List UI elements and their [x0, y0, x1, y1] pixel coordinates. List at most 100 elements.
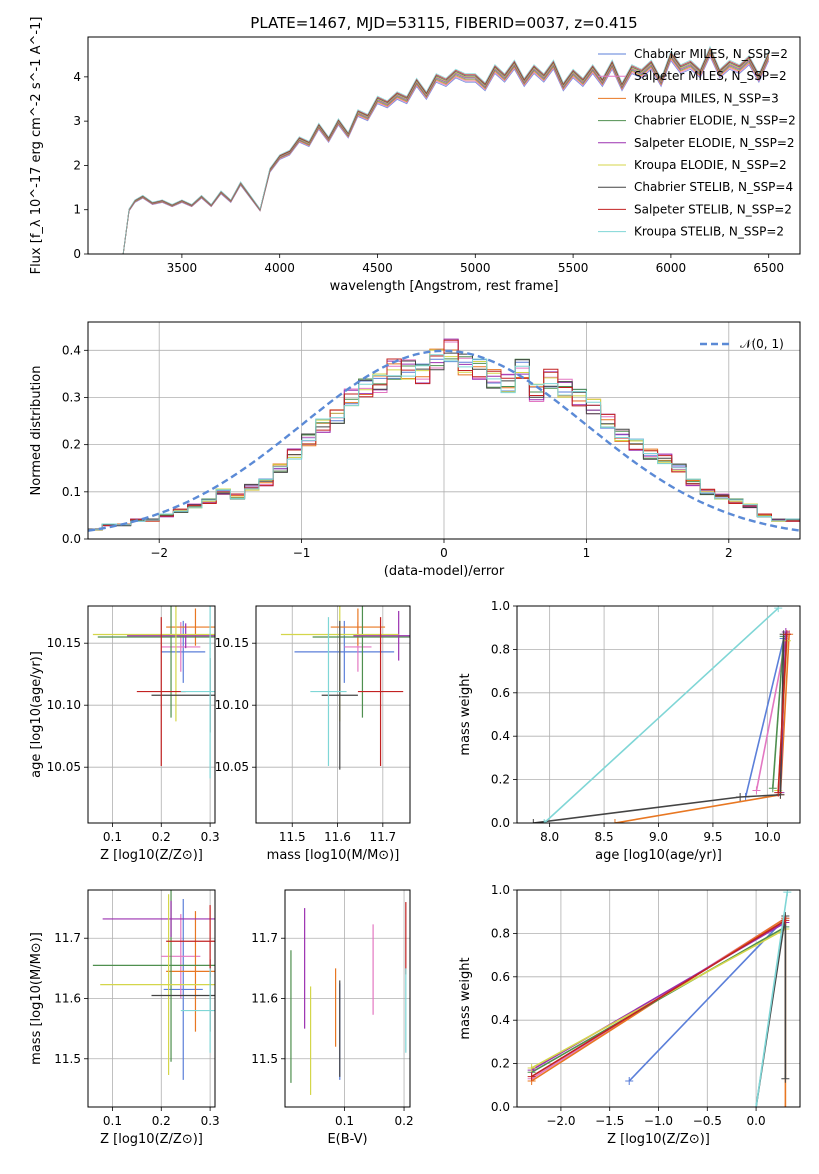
gaussian-curve — [88, 349, 800, 532]
legend-label: Chabrier STELIB, N_SSP=4 — [634, 180, 793, 194]
age-vs-Z-ytick-label: 10.10 — [47, 698, 81, 712]
massweight-vs-Z-xtick-label: −1.5 — [595, 1114, 624, 1128]
residuals-panel: −2 −1 0 1 2 0.0 0.1 0.2 0.3 0.4 (data-model)/error… — [29, 321, 801, 579]
spectrum-ytick-label: 1 — [73, 203, 81, 217]
mass-vs-Z-plot-area — [92, 890, 215, 1080]
mass-vs-Z-panel: 0.1 0.2 0.3 11.5 11.6 11.7 Z [log10(Z/Z⊙)] mass… — [29, 889, 220, 1147]
spectrum-xtick-label: 6500 — [753, 261, 784, 275]
age-vs-Z-ylabel: age [log10(age/yr)] — [29, 651, 44, 778]
massweight-vs-age-plot-area — [529, 606, 794, 823]
massweight-vs-Z-marker — [752, 1103, 761, 1107]
massweight-vs-age-ytick-label: 0.0 — [491, 816, 510, 830]
age-vs-mass-xtick-label: 11.5 — [279, 830, 306, 844]
massweight-vs-Z-marker — [783, 890, 792, 897]
residual-histogram — [88, 339, 800, 531]
age-vs-Z-xlabel: Z [log10(Z/Z⊙)] — [100, 848, 203, 863]
chart-title: PLATE=1467, MJD=53115, FIBERID=0037, z=0… — [250, 14, 637, 32]
residuals-ytick-label: 0.4 — [62, 343, 81, 357]
massweight-vs-age-marker — [752, 786, 761, 795]
massweight-vs-age-marker — [736, 792, 745, 801]
mass-vs-Z-xtick-label: 0.3 — [201, 1114, 220, 1128]
massweight-vs-Z-xlabel: Z [log10(Z/Z⊙)] — [607, 1132, 710, 1147]
spectrum-xlabel: wavelength [Angstrom, rest frame] — [330, 279, 559, 294]
massweight-vs-age-marker — [774, 788, 783, 797]
spectrum-xtick-label: 5500 — [558, 261, 589, 275]
mass-vs-Z-xtick-label: 0.1 — [103, 1114, 122, 1128]
residuals-plot-area — [88, 338, 800, 532]
mass-vs-EBV-xtick-label: 0.2 — [395, 1114, 414, 1128]
massweight-vs-Z-line — [531, 926, 786, 1073]
massweight-vs-age-marker — [774, 606, 783, 613]
massweight-vs-age-ylabel: mass weight — [458, 673, 473, 755]
massweight-vs-Z-line — [628, 917, 786, 1082]
massweight-vs-age-xtick-label: 10.0 — [754, 830, 781, 844]
massweight-vs-Z-xtick-label: −1.0 — [644, 1114, 673, 1128]
residuals-frame — [87, 321, 801, 540]
mass-vs-Z-xlabel: Z [log10(Z/Z⊙)] — [100, 1132, 203, 1147]
age-vs-mass-panel: 11.5 11.6 11.7 10.05 10.10 10.15 mass [log10(M… — [215, 605, 411, 863]
massweight-vs-Z-marker — [527, 1063, 536, 1072]
age-vs-Z-panel: 0.1 0.2 0.3 10.05 10.10 10.15 Z [log10(Z/Z⊙)] a… — [29, 605, 220, 863]
massweight-vs-age-ytick-label: 0.8 — [491, 642, 510, 656]
mass-vs-EBV-plot-area — [290, 902, 407, 1095]
mass-vs-EBV-ytick-label: 11.6 — [251, 992, 278, 1006]
massweight-vs-age-marker — [610, 819, 619, 823]
massweight-vs-age-line — [744, 638, 785, 798]
massweight-vs-Z-xtick-label: 0.0 — [747, 1114, 766, 1128]
residual-histogram — [88, 354, 800, 531]
massweight-vs-Z-ytick-label: 1.0 — [491, 883, 510, 897]
massweight-vs-age-panel: 8.0 8.5 9.0 9.5 10.0 0.0 0.2 0.4 0.6 0.8 1.0 age [l… — [458, 599, 801, 863]
spectrum-model-line — [122, 45, 770, 254]
massweight-vs-Z-ytick-label: 0.0 — [491, 1100, 510, 1114]
residuals-ytick-label: 0.3 — [62, 390, 81, 404]
massweight-vs-Z-ytick-label: 0.6 — [491, 970, 510, 984]
age-vs-mass-ytick-label: 10.10 — [215, 698, 249, 712]
spectrum-ytick-label: 0 — [73, 247, 81, 261]
age-vs-mass-frame — [255, 605, 411, 824]
spectrum-xtick-label: 5000 — [460, 261, 491, 275]
massweight-vs-age-line — [777, 634, 788, 793]
legend-label: Kroupa MILES, N_SSP=3 — [634, 91, 779, 105]
legend-label: Chabrier ELODIE, N_SSP=2 — [634, 114, 796, 128]
massweight-vs-Z-marker — [781, 1103, 790, 1107]
massweight-vs-Z-plot-area — [527, 890, 792, 1107]
mass-vs-Z-ytick-label: 11.6 — [54, 992, 81, 1006]
gaussian-legend-label: 𝒩(0, 1) — [740, 337, 784, 351]
mass-vs-EBV-ytick-label: 11.7 — [251, 931, 278, 945]
spectrum-xtick-label: 3500 — [167, 261, 198, 275]
massweight-vs-age-marker — [782, 630, 791, 639]
massweight-vs-Z-xtick-label: −2.0 — [546, 1114, 575, 1128]
massweight-vs-age-ytick-label: 0.4 — [491, 729, 510, 743]
spectrum-plot-area — [122, 45, 770, 254]
mass-vs-EBV-panel: 0.1 0.2 11.5 11.6 11.7 E(B-V) — [251, 889, 414, 1147]
legend-label: Salpeter ELODIE, N_SSP=2 — [634, 136, 795, 150]
age-vs-Z-frame — [87, 605, 216, 824]
residuals-ytick-label: 0.0 — [62, 532, 81, 546]
spectrum-panel: 3500 4000 4500 5000 5500 6000 6500 0 1 2 3 4 wavelen… — [29, 14, 801, 294]
residuals-ytick-label: 0.1 — [62, 485, 81, 499]
mass-vs-Z-xtick-label: 0.2 — [152, 1114, 171, 1128]
massweight-vs-age-marker — [768, 784, 777, 793]
age-vs-mass-plot-area — [280, 606, 410, 770]
mass-vs-Z-ytick-label: 11.5 — [54, 1052, 81, 1066]
massweight-vs-age-marker — [540, 819, 549, 823]
massweight-vs-Z-line — [755, 892, 789, 1107]
residuals-xtick-label: 1 — [583, 546, 591, 560]
legend-label: Salpeter STELIB, N_SSP=2 — [634, 202, 792, 216]
massweight-vs-Z-ylabel: mass weight — [458, 957, 473, 1039]
massweight-vs-age-xtick-label: 8.0 — [540, 830, 559, 844]
residuals-xtick-label: −1 — [293, 546, 311, 560]
spectrum-ytick-label: 2 — [73, 158, 81, 172]
massweight-vs-Z-line — [531, 919, 786, 1078]
spectrum-xtick-label: 6000 — [656, 261, 687, 275]
legend-label: Kroupa STELIB, N_SSP=2 — [634, 225, 784, 239]
spectrum-ylabel: Flux [f_λ 10^-17 erg cm^-2 s^-1 A^-1] — [29, 17, 44, 275]
massweight-vs-Z-ytick-label: 0.4 — [491, 1013, 510, 1027]
age-vs-Z-xtick-label: 0.3 — [201, 830, 220, 844]
massweight-vs-age-ytick-label: 0.2 — [491, 773, 510, 787]
age-vs-Z-ytick-label: 10.15 — [47, 636, 81, 650]
age-vs-mass-xtick-label: 11.6 — [324, 830, 351, 844]
massweight-vs-age-line — [772, 636, 785, 789]
massweight-vs-age-xlabel: age [log10(age/yr)] — [595, 848, 722, 863]
